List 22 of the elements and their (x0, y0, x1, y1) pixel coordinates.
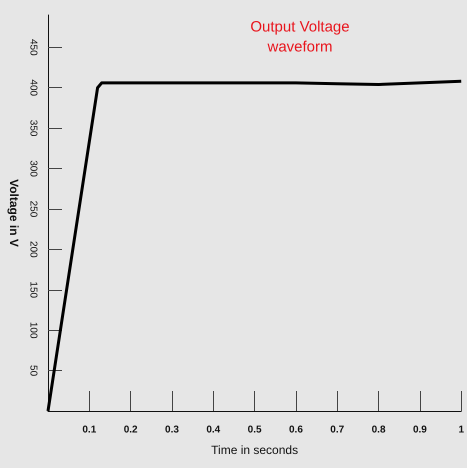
text: Output Voltage waveform (250, 18, 350, 56)
x-tick-label: 1 (458, 424, 464, 436)
y-axis-title: Voltage in V (7, 179, 22, 247)
x-tick-label: 0.5 (248, 424, 262, 436)
x-tick-label: 0.9 (412, 424, 428, 436)
y-tick-label: 250 (28, 200, 38, 218)
x-tick-label: 0.7 (330, 424, 345, 436)
x-tick-label: 0.2 (124, 424, 138, 436)
y-tick-label: 300 (28, 160, 38, 178)
y-tick-label: 150 (28, 281, 38, 299)
x-tick-label: 0.8 (372, 424, 386, 436)
x-tick-label: 0.1 (82, 424, 97, 436)
x-tick-label: 0.3 (165, 424, 180, 436)
y-tick-label: 400 (28, 79, 38, 97)
y-tick-label: 100 (28, 322, 38, 339)
y-tick-label: 200 (28, 241, 38, 258)
x-tick-label: 0.4 (206, 424, 221, 436)
x-axis-title: Time in seconds (211, 443, 298, 457)
y-tick-label: 350 (28, 120, 38, 137)
y-tick-label: 50 (28, 365, 38, 377)
y-tick-label: 450 (28, 38, 38, 56)
x-tick-label: 0.6 (288, 424, 304, 436)
